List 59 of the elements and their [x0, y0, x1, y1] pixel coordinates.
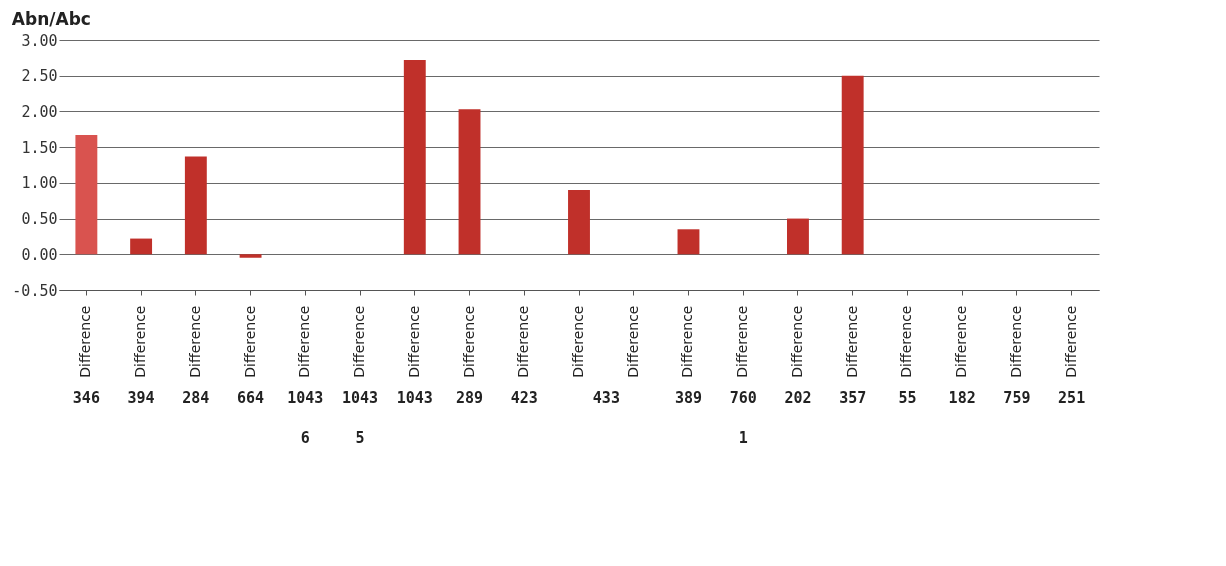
text: 394 — [127, 389, 155, 407]
text: 202 — [784, 389, 812, 407]
text: 346 — [72, 389, 100, 407]
x-tick-label: Difference — [788, 305, 805, 378]
x-tick-label: Difference — [570, 305, 586, 378]
text: 289 — [455, 389, 484, 407]
y-tick-label: 2.50 — [21, 67, 58, 86]
bar — [677, 229, 700, 255]
bar — [239, 254, 262, 258]
bar — [403, 60, 426, 255]
x-tick-label: Difference — [1062, 305, 1079, 378]
text: 182 — [948, 389, 976, 407]
y-tick-label: 2.00 — [21, 102, 58, 121]
text: 389 — [674, 389, 703, 407]
x-tick-label: Difference — [679, 305, 696, 378]
x-tick-label: Difference — [1007, 305, 1024, 378]
x-tick-label: Difference — [898, 305, 915, 378]
bar — [75, 135, 98, 255]
text: 433 — [592, 389, 620, 407]
bar — [130, 238, 153, 255]
x-tick-label: Difference — [460, 305, 477, 378]
text: 5 — [355, 429, 365, 447]
bar — [841, 75, 864, 255]
bar — [568, 190, 590, 255]
x-tick-label: Difference — [624, 305, 641, 378]
x-tick-label: Difference — [296, 305, 313, 378]
text: 1043 — [396, 389, 433, 407]
text: 55 — [898, 389, 917, 407]
y-tick-label: -0.50 — [12, 281, 58, 300]
bar — [787, 218, 809, 255]
x-tick-label: Difference — [351, 305, 368, 378]
y-tick-label: 1.00 — [21, 174, 58, 193]
text: 760 — [729, 389, 757, 407]
text: 423 — [510, 389, 538, 407]
y-tick-label: 1.50 — [21, 138, 58, 157]
text: 1043 — [287, 389, 324, 407]
text: 1 — [738, 429, 748, 447]
y-tick-label: 0.50 — [21, 210, 58, 229]
x-tick-label: Difference — [77, 305, 94, 378]
x-tick-label: Difference — [515, 305, 532, 378]
x-tick-label: Difference — [405, 305, 422, 378]
bar — [458, 109, 481, 255]
y-tick-label: 0.00 — [21, 245, 58, 264]
x-tick-label: Difference — [132, 305, 149, 378]
x-tick-label: Difference — [186, 305, 203, 378]
text: 284 — [182, 389, 210, 407]
y-tick-label: 3.00 — [21, 31, 58, 50]
text: 6 — [300, 429, 310, 447]
text: 759 — [1003, 389, 1031, 407]
x-tick-label: Difference — [734, 305, 751, 378]
x-tick-label: Difference — [843, 305, 860, 378]
chart-title: Abn/Abc — [11, 9, 91, 29]
text: 357 — [839, 389, 867, 407]
text: 251 — [1058, 389, 1086, 407]
x-tick-label: Difference — [241, 305, 258, 378]
text: 664 — [237, 389, 265, 407]
bar — [184, 156, 207, 255]
text: 1043 — [341, 389, 379, 407]
x-tick-label: Difference — [953, 305, 970, 378]
